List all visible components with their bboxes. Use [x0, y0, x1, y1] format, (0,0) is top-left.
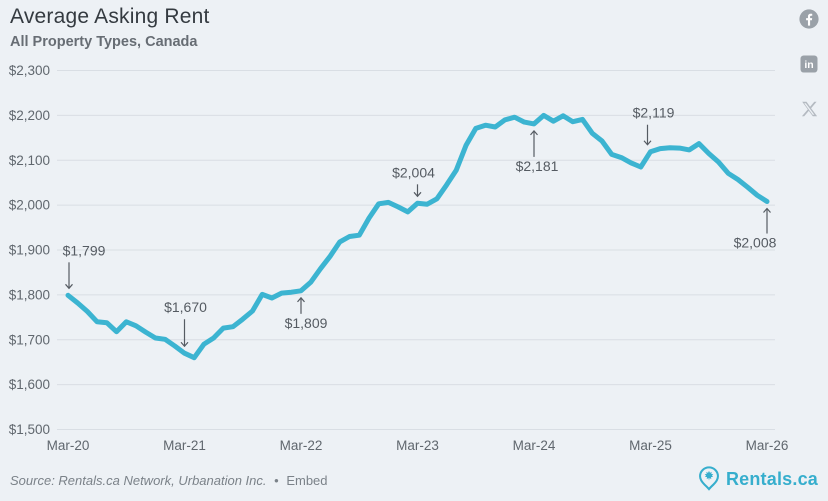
chart-header: Average Asking Rent All Property Types, … [10, 5, 210, 50]
map-pin-maple-leaf-icon [698, 466, 719, 491]
annotation-label: $1,809 [285, 315, 328, 331]
rent-line [65, 112, 770, 361]
source-text: Source: Rentals.ca Network, Urbanation I… [10, 473, 267, 488]
x-tick-label: Mar-25 [629, 438, 672, 453]
annotation-arrowhead [413, 191, 422, 198]
chart-subtitle: All Property Types, Canada [10, 34, 198, 50]
social-share-bar: in [799, 9, 819, 119]
x-tick-label: Mar-23 [396, 438, 439, 453]
x-tick-label: Mar-22 [280, 438, 323, 453]
annotation-arrowhead [643, 140, 652, 146]
x-share-icon[interactable] [799, 99, 819, 119]
y-tick-label: $2,300 [9, 63, 50, 78]
annotation-label: $2,119 [633, 105, 675, 121]
annotation-label: $2,004 [392, 164, 435, 180]
x-tick-label: Mar-21 [163, 438, 206, 453]
y-tick-label: $2,000 [9, 198, 50, 213]
page-title: Average Asking Rent [10, 5, 210, 28]
x-tick-label: Mar-20 [47, 438, 90, 453]
annotation-arrowhead [297, 296, 305, 303]
x-tick-label: Mar-26 [746, 438, 789, 453]
annotation-label: $1,799 [63, 242, 106, 258]
annotation-arrowhead [763, 207, 771, 213]
rentals-ca-logo[interactable]: Rentals.ca [696, 465, 818, 493]
source-footer: Source: Rentals.ca Network, Urbanation I… [10, 473, 328, 488]
annotation-label: $2,008 [734, 235, 777, 251]
y-tick-label: $1,600 [9, 377, 50, 392]
annotation-arrowhead [65, 283, 73, 290]
facebook-share-icon[interactable] [799, 9, 819, 29]
y-tick-label: $1,900 [9, 243, 50, 258]
brand-name: Rentals.ca [725, 468, 818, 489]
embed-link[interactable]: Embed [286, 473, 328, 488]
x-tick-label: Mar-24 [513, 438, 556, 453]
y-tick-label: $1,800 [9, 287, 50, 302]
y-tick-label: $2,100 [9, 153, 50, 168]
y-tick-label: $1,700 [9, 332, 50, 347]
linkedin-share-icon[interactable]: in [799, 54, 819, 74]
annotation-arrowhead [180, 341, 189, 348]
y-tick-label: $2,200 [9, 108, 50, 123]
annotation-label: $2,181 [516, 158, 559, 174]
footer-separator: • [274, 473, 279, 488]
y-tick-label: $1,500 [9, 422, 50, 437]
svg-text:in: in [804, 59, 813, 71]
annotation-arrowhead [530, 129, 538, 136]
annotation-label: $1,670 [164, 299, 207, 315]
